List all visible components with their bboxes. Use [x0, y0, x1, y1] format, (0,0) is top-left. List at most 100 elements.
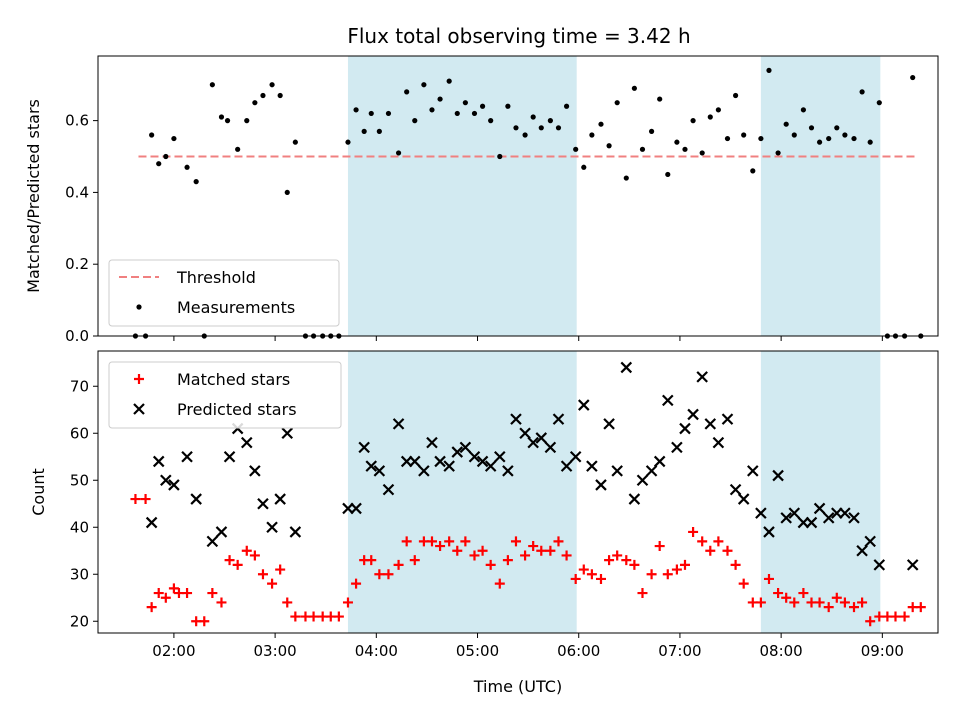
matched-stars-point: [241, 545, 252, 556]
matched-stars-point: [435, 541, 446, 552]
x-tick-label: 05:00: [456, 642, 499, 660]
measurements-point: [842, 132, 848, 138]
matched-stars-point: [528, 541, 539, 552]
predicted-stars-point: [510, 413, 522, 425]
top-observing-windows: [347, 56, 881, 336]
measurements-point: [462, 100, 468, 106]
predicted-stars-point: [160, 474, 172, 487]
predicted-stars-point: [653, 455, 666, 468]
predicted-stars-point: [274, 493, 286, 505]
predicted-stars-point: [822, 512, 835, 524]
chart-title: Flux total observing time = 3.42 h: [347, 24, 690, 48]
matched-stars-point: [831, 592, 842, 603]
matched-stars-point: [545, 545, 556, 556]
measurements-point: [454, 110, 460, 117]
predicted-stars-point: [418, 465, 430, 477]
predicted-stars-point: [476, 455, 489, 468]
matched-stars-point: [570, 573, 581, 584]
predicted-stars-point: [382, 483, 395, 496]
measurements-point: [573, 146, 579, 152]
matched-stars-point: [646, 569, 657, 580]
measurements-point: [292, 139, 298, 145]
y-tick-label: 40: [70, 518, 89, 536]
legend-measurements-swatch: [136, 304, 142, 310]
observing-window-2: [760, 351, 881, 633]
measurements-point: [376, 128, 382, 134]
measurements-point: [252, 100, 258, 106]
predicted-stars-point: [755, 507, 767, 519]
top-x-ticks: [173, 336, 883, 341]
y-tick-label: 60: [70, 424, 89, 442]
matched-stars-point: [697, 536, 708, 547]
predicted-stars-point: [696, 371, 708, 383]
matched-stars-point: [773, 588, 784, 599]
measurements-point: [791, 132, 797, 138]
predicted-stars-point: [679, 422, 691, 435]
predicted-stars-point: [611, 465, 623, 477]
predicted-stars-point: [434, 455, 446, 468]
predicted-stars-point: [544, 441, 557, 454]
top-y-ticks: 0.0 0.2 0.4 0.6: [65, 112, 98, 345]
matched-stars-point: [713, 536, 724, 547]
matched-stars-point: [207, 588, 218, 599]
measurements-point: [910, 74, 916, 81]
measurements-point: [674, 139, 680, 145]
measurements-point: [368, 110, 374, 117]
matched-stars-point: [662, 569, 673, 580]
measurements-point: [699, 150, 705, 156]
predicted-stars-point: [721, 413, 734, 425]
predicted-stars-point: [729, 483, 742, 496]
matched-stars-point: [915, 602, 926, 613]
matched-stars-point: [781, 592, 792, 603]
predicted-stars-point: [839, 507, 851, 519]
matched-stars-point: [267, 578, 278, 589]
x-tick-label: 02:00: [152, 642, 195, 660]
predicted-stars-point: [671, 441, 683, 454]
measurements-point: [775, 150, 781, 156]
observing-window-1: [347, 351, 577, 633]
measurements-point: [665, 171, 671, 178]
y-tick-label: 0.6: [65, 112, 89, 130]
measurement-points: [132, 67, 924, 339]
y-tick-label: 30: [70, 565, 89, 583]
measurements-point: [412, 118, 418, 124]
matched-stars-point: [146, 602, 157, 613]
predicted-stars-point: [813, 502, 826, 515]
measurements-point: [826, 135, 832, 142]
matched-stars-point: [485, 559, 496, 570]
measurements-point: [707, 114, 713, 120]
measurements-point: [851, 135, 857, 142]
x-tick-label: 06:00: [557, 642, 600, 660]
matched-stars-point: [393, 559, 404, 570]
measurements-point: [555, 125, 562, 131]
predicted-stars-point: [257, 497, 269, 510]
matched-stars-point: [308, 611, 319, 622]
measurements-point: [623, 175, 629, 181]
matched-stars-point: [621, 555, 632, 566]
predicted-stars-point: [519, 427, 531, 440]
x-tick-label: 08:00: [760, 642, 803, 660]
bottom-plot-frame: [97, 350, 939, 634]
matched-stars-point: [333, 611, 344, 622]
predicted-stars-point: [373, 465, 386, 477]
predicted-stars-point: [864, 535, 876, 548]
matched-stars-point: [763, 573, 774, 584]
measurements-point: [732, 92, 739, 99]
measurements-point: [277, 92, 283, 99]
matched-stars-point: [160, 592, 171, 603]
matched-stars-point: [224, 555, 235, 566]
measurements-point: [235, 146, 241, 152]
predicted-star-points: [145, 361, 919, 571]
measurements-point: [471, 110, 478, 117]
predicted-stars-point: [392, 418, 405, 430]
measurements-point: [657, 96, 663, 102]
predicted-stars-point: [636, 474, 649, 487]
matched-stars-point: [153, 588, 164, 599]
measurements-point: [834, 125, 840, 131]
matched-stars-point: [366, 555, 377, 566]
matched-stars-point: [426, 536, 437, 547]
measurements-point: [530, 114, 536, 120]
matched-stars-point: [814, 597, 825, 608]
predicted-stars-point: [856, 544, 868, 557]
